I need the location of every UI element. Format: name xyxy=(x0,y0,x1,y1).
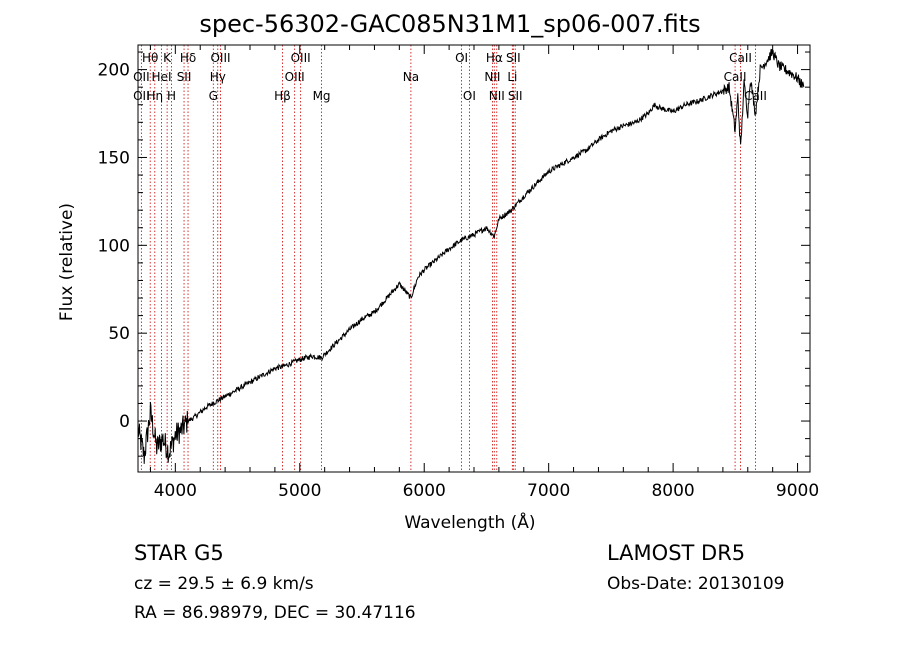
x-axis-label: Wavelength (Å) xyxy=(404,511,535,533)
object-class-label: STAR G5 xyxy=(134,541,224,565)
x-tick-label: 8000 xyxy=(651,481,694,501)
marker-label: Li xyxy=(507,70,517,84)
marker-label: OII xyxy=(133,89,150,103)
y-tick-label: 100 xyxy=(98,236,130,256)
coordinates-text: RA = 86.98979, DEC = 30.47116 xyxy=(134,603,416,623)
y-tick-label: 0 xyxy=(119,412,130,432)
marker-label: OIII xyxy=(210,51,230,65)
marker-label: SII xyxy=(506,51,521,65)
redshift-text: cz = 29.5 ± 6.9 km/s xyxy=(134,574,314,594)
marker-label: SII xyxy=(508,89,523,103)
marker-label: NII xyxy=(484,70,500,84)
marker-label: Na xyxy=(403,70,419,84)
marker-label: H xyxy=(167,89,176,103)
x-tick-label: 4000 xyxy=(154,481,197,501)
marker-label: CaII xyxy=(729,51,752,65)
survey-label: LAMOST DR5 xyxy=(607,541,746,565)
marker-label: Hγ xyxy=(210,70,226,84)
marker-label: Hβ xyxy=(274,89,291,103)
obs-date-text: Obs-Date: 20130109 xyxy=(607,574,785,594)
marker-label: CaII xyxy=(724,70,747,84)
line-markers xyxy=(140,45,756,472)
marker-label: Hδ xyxy=(180,51,196,65)
marker-label: OI xyxy=(455,51,468,65)
x-tick-label: 6000 xyxy=(403,481,446,501)
marker-label: Hα xyxy=(486,51,503,65)
marker-label: OIII xyxy=(285,70,305,84)
marker-label: OI xyxy=(463,89,476,103)
x-tick-label: 9000 xyxy=(776,481,819,501)
chart-title: spec-56302-GAC085N31M1_sp06-007.fits xyxy=(199,10,701,38)
marker-label: Mg xyxy=(313,89,331,103)
axis-ticks: 4000 5000 6000 7000 8000 9000 0 50 100 150 200 xyxy=(98,45,819,501)
y-tick-label: 150 xyxy=(98,148,130,168)
marker-label: SII xyxy=(177,70,192,84)
plot-frame xyxy=(137,44,811,473)
spectrum-line xyxy=(137,48,805,464)
marker-label: CaII xyxy=(744,89,767,103)
y-tick-label: 50 xyxy=(108,324,130,344)
marker-label: K xyxy=(163,51,172,65)
x-tick-label: 5000 xyxy=(278,481,321,501)
marker-label: NII xyxy=(489,89,505,103)
marker-label: Hη xyxy=(146,89,163,103)
marker-label: OIII xyxy=(291,51,311,65)
marker-label: Hθ xyxy=(142,51,158,65)
marker-label: G xyxy=(209,89,218,103)
y-axis-label: Flux (relative) xyxy=(57,203,77,321)
marker-label: HeI xyxy=(152,70,172,84)
marker-label: OII xyxy=(133,70,150,84)
y-tick-label: 200 xyxy=(98,61,130,81)
spectrum-series-group xyxy=(137,48,805,464)
x-tick-label: 7000 xyxy=(527,481,570,501)
